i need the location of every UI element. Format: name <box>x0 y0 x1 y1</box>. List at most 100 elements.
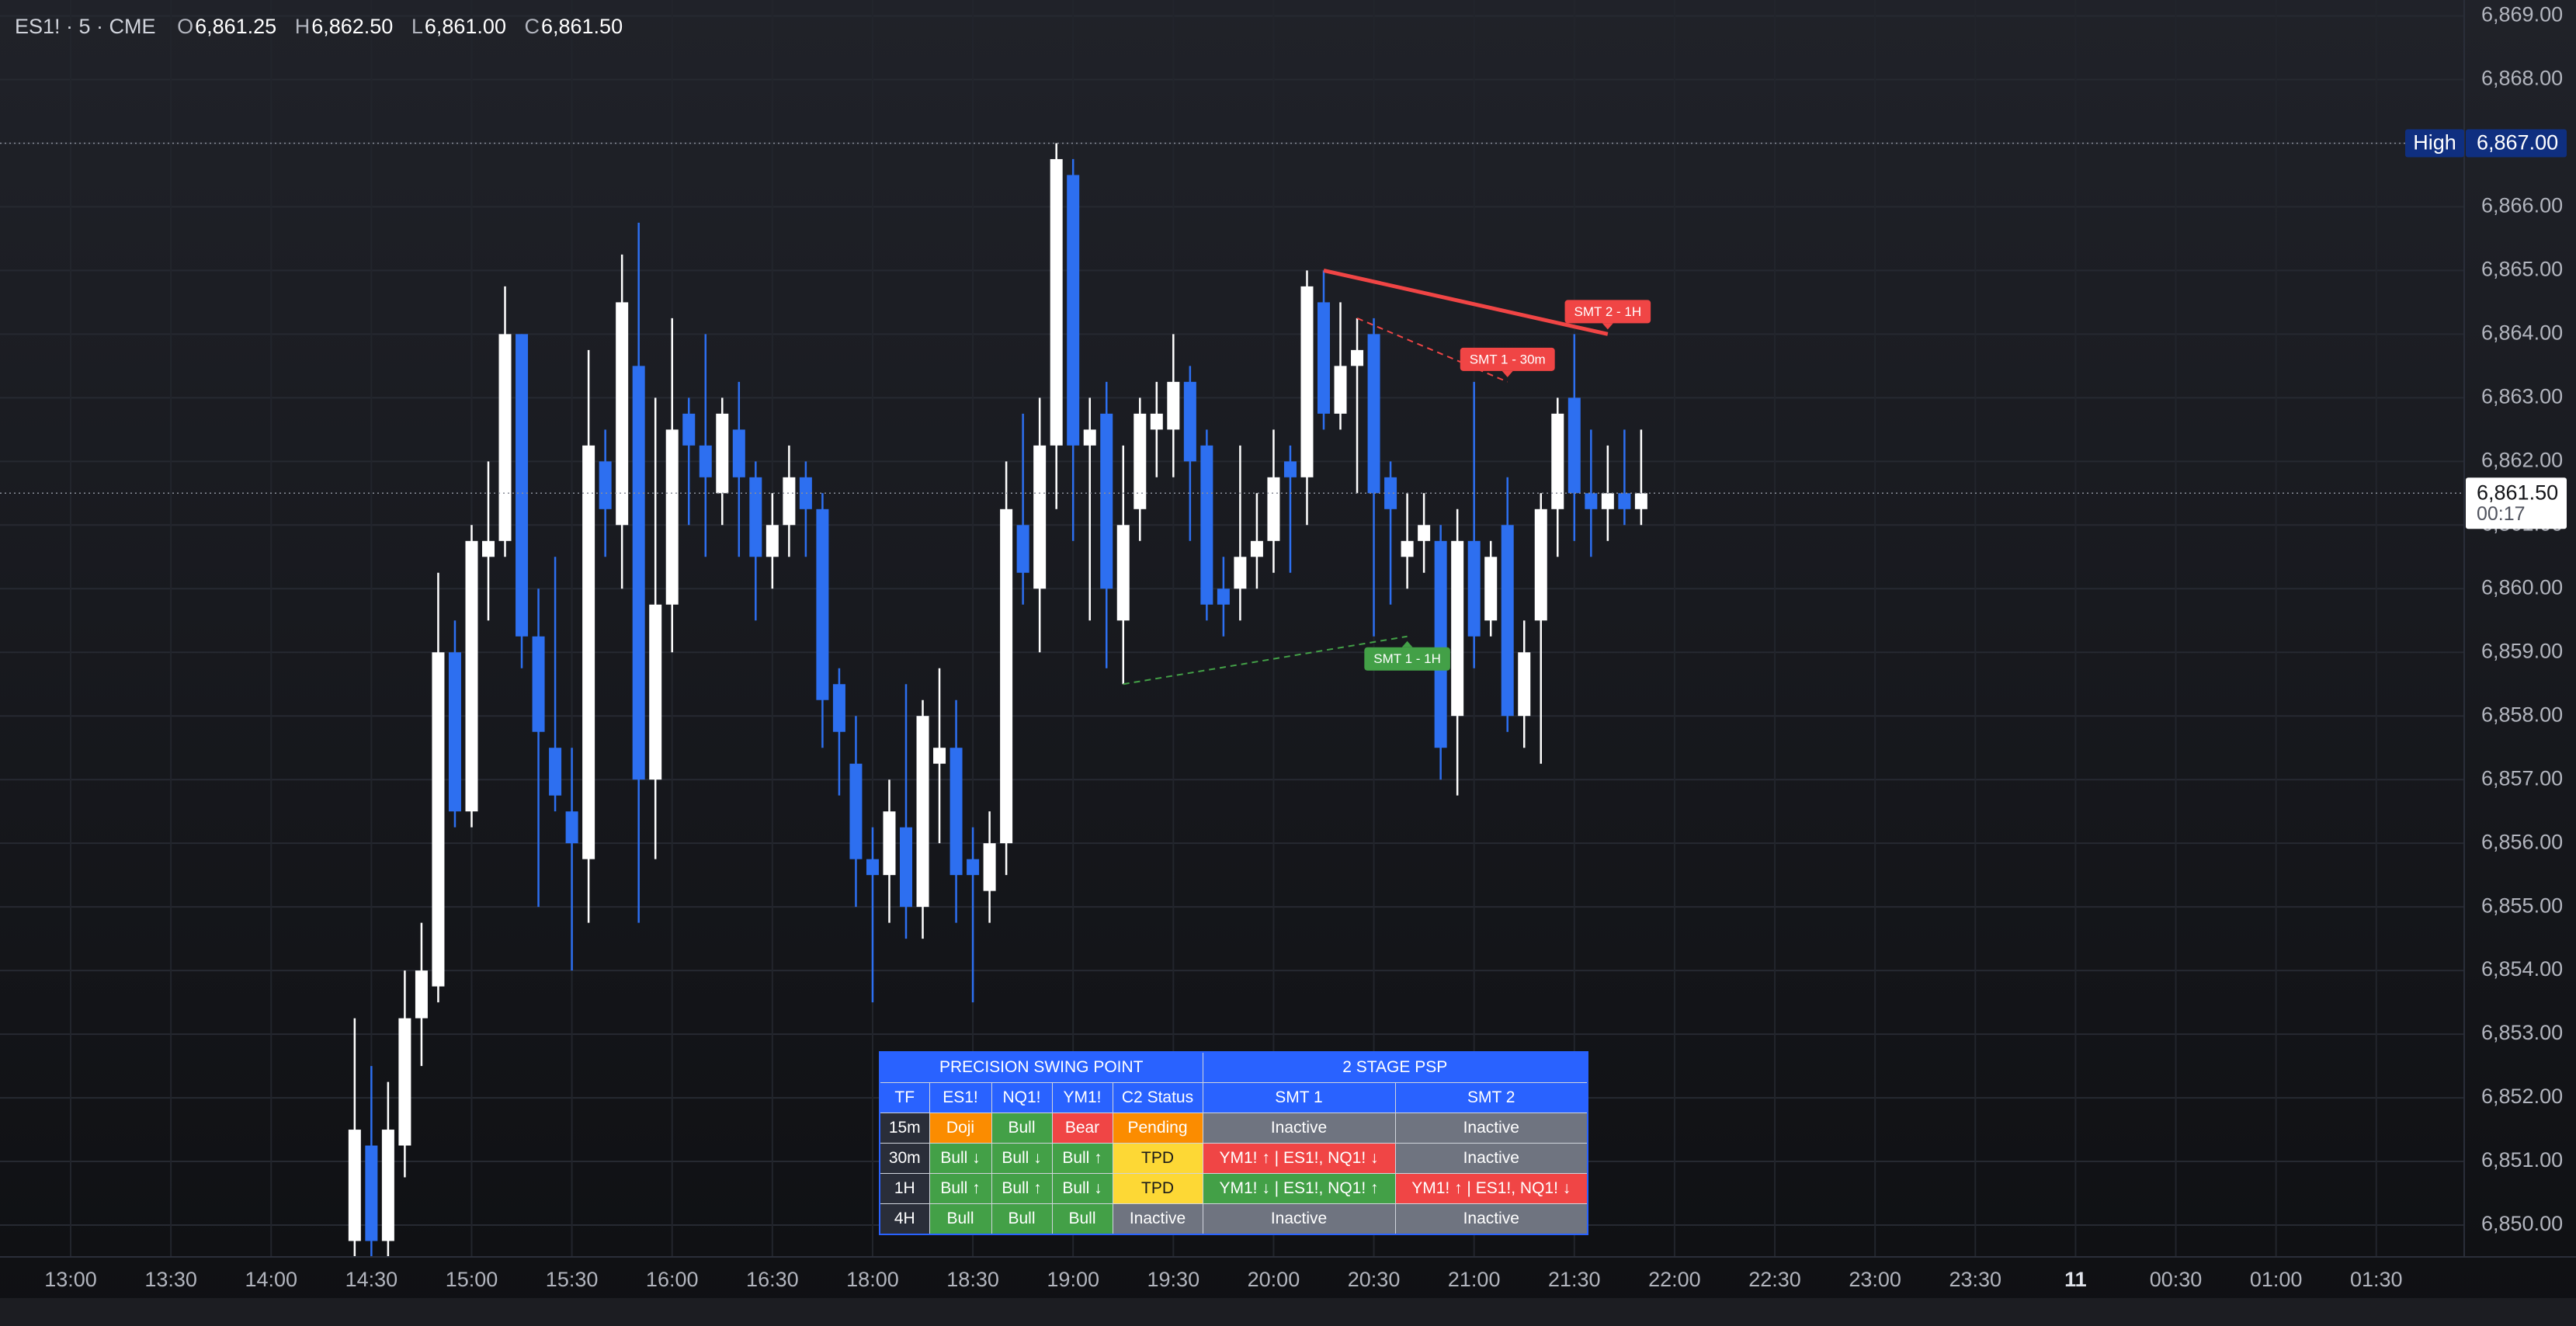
x-tick-label: 13:30 <box>144 1268 197 1291</box>
y-tick-label: 6,850.00 <box>2481 1212 2563 1235</box>
table-cell: Bull ↓ <box>991 1143 1053 1174</box>
candle-body <box>1000 509 1013 844</box>
ohlc-label: L <box>411 15 423 38</box>
candle-body <box>950 748 963 876</box>
candle-body <box>1501 525 1514 717</box>
smt-label-box <box>1460 347 1555 371</box>
candle-body <box>482 540 495 557</box>
table-cell: YM1! ↑ | ES1!, NQ1! ↓ <box>1394 1173 1588 1204</box>
candle-body <box>1634 493 1647 509</box>
table-cell: Bull <box>929 1203 992 1235</box>
candle-body <box>849 763 863 859</box>
candle-body <box>448 652 461 812</box>
smt-line <box>1123 635 1408 686</box>
candle-body <box>749 477 762 557</box>
candle-body <box>983 843 996 891</box>
x-tick-label: 15:00 <box>446 1268 498 1291</box>
y-tick-label: 6,866.00 <box>2481 194 2563 217</box>
table-cell: Inactive <box>1202 1203 1396 1235</box>
y-tick-label: 6,857.00 <box>2481 766 2563 790</box>
candle-body <box>516 334 529 637</box>
smt-label-pointer <box>1502 370 1513 377</box>
table-cell: 30m <box>879 1143 930 1174</box>
candle-body <box>465 540 478 812</box>
x-tick-label: 15:30 <box>546 1268 599 1291</box>
smt-label: SMT 1 - 1H <box>1364 640 1450 671</box>
candle-body <box>532 636 545 732</box>
candle-body <box>816 509 829 700</box>
x-tick-label: 01:00 <box>2250 1268 2303 1291</box>
table-cell: TPD <box>1112 1143 1203 1174</box>
table-cell: Bull ↑ <box>1051 1143 1113 1174</box>
candle-body <box>967 859 980 876</box>
x-tick-label: 19:30 <box>1147 1268 1200 1291</box>
candle-body <box>398 1018 411 1146</box>
x-tick-label: 01:30 <box>2350 1268 2403 1291</box>
x-tick-label: 16:30 <box>746 1268 799 1291</box>
candle-body <box>732 429 745 477</box>
y-tick-label: 6,860.00 <box>2481 575 2563 599</box>
y-tick-label: 6,869.00 <box>2481 3 2563 26</box>
table-cell: Bull <box>991 1113 1053 1144</box>
candle-body <box>381 1130 394 1241</box>
candle-body <box>415 970 428 1019</box>
table-cell: Bear <box>1051 1113 1113 1144</box>
table-cell: Bull <box>991 1203 1053 1235</box>
x-tick-label: 18:30 <box>946 1268 999 1291</box>
candle-body <box>832 684 845 732</box>
table-cell: 4H <box>879 1203 930 1235</box>
candle-body <box>599 461 612 509</box>
table-cell: Inactive <box>1394 1113 1588 1144</box>
candle-body <box>1050 158 1063 446</box>
ohlc-label: C <box>524 15 540 38</box>
candle-body <box>565 811 578 844</box>
table-cell: Inactive <box>1112 1203 1203 1235</box>
candle-body <box>665 429 679 605</box>
table-cell: Pending <box>1112 1113 1203 1144</box>
column-header: TF <box>879 1082 930 1113</box>
x-tick-label: 13:00 <box>44 1268 97 1291</box>
group-row: PRECISION SWING POINT 2 STAGE PSP <box>879 1051 1588 1083</box>
x-tick-label: 14:00 <box>245 1268 297 1291</box>
x-tick-label: 21:30 <box>1548 1268 1601 1291</box>
candle-body <box>498 334 512 541</box>
smt-label-pointer <box>1602 323 1613 330</box>
y-tick-label: 6,865.00 <box>2481 258 2563 281</box>
smt-label-pointer <box>1401 640 1413 647</box>
footer-strip <box>0 1298 2576 1326</box>
grid <box>0 0 2464 1257</box>
candle-body <box>866 859 879 876</box>
x-tick-label: 23:30 <box>1949 1268 2001 1291</box>
x-tick-label: 23:00 <box>1849 1268 1901 1291</box>
candle-body <box>1183 381 1196 462</box>
ohlc-value: 6,861.25 <box>195 15 276 38</box>
candle-body <box>1518 652 1531 717</box>
price-tag-value: 6,861.50 <box>2477 481 2558 504</box>
candle-body <box>1467 540 1481 637</box>
y-tick-label: 6,858.00 <box>2481 703 2563 726</box>
x-tick-label: 16:00 <box>646 1268 699 1291</box>
candle-body <box>716 413 729 494</box>
candle-body <box>1401 540 1414 557</box>
candle-body <box>365 1145 378 1241</box>
y-tick-label: 6,852.00 <box>2481 1085 2563 1108</box>
candle-body <box>1150 413 1163 430</box>
table-row: 30m Bull ↓ Bull ↓ Bull ↑ TPD YM1! ↑ | ES1!, N… <box>879 1143 1588 1174</box>
plot <box>0 142 2464 1257</box>
y-tick-label: 6,863.00 <box>2481 384 2563 408</box>
column-header: ES1! <box>929 1082 992 1113</box>
candle-body <box>1601 493 1614 509</box>
candle-body <box>1318 302 1330 414</box>
candle-body <box>883 811 896 876</box>
column-header: C2 Status <box>1112 1082 1203 1113</box>
x-tick-label: 22:30 <box>1748 1268 1801 1291</box>
candle-body <box>1434 540 1447 748</box>
candle-body <box>1116 525 1130 621</box>
x-tick-label: 20:00 <box>1248 1268 1300 1291</box>
x-tick-label: 19:00 <box>1047 1268 1099 1291</box>
y-tick-label: 6,853.00 <box>2481 1021 2563 1044</box>
candle-body <box>1384 477 1397 509</box>
candle-body <box>348 1130 361 1241</box>
